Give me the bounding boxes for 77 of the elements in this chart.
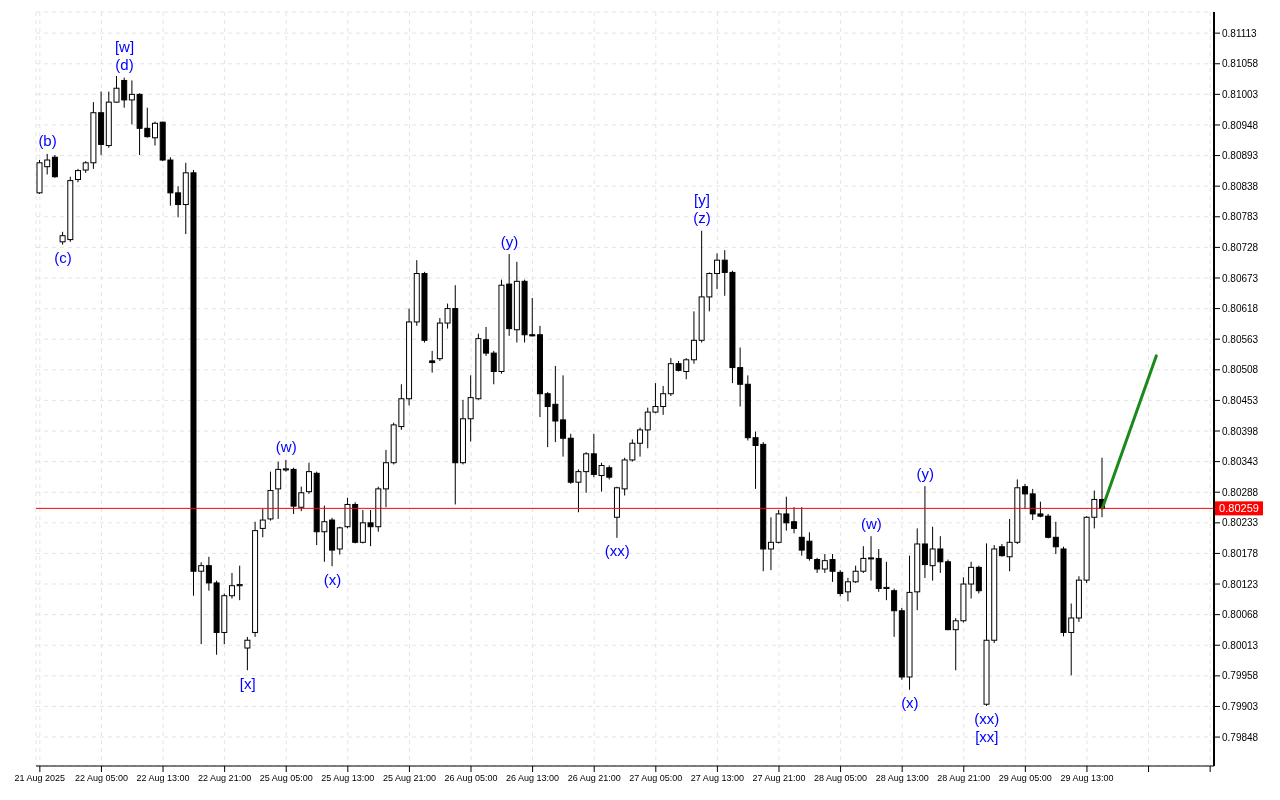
candlestick bbox=[336, 526, 343, 556]
candlestick bbox=[51, 154, 58, 179]
annotation: (w) bbox=[860, 514, 882, 532]
y-tick-label: 0.80563 bbox=[1222, 333, 1259, 345]
annotation: (xx) bbox=[604, 542, 630, 560]
y-tick-label: 0.80233 bbox=[1222, 517, 1259, 529]
annotation: (z) bbox=[693, 209, 711, 227]
x-tick-label: 27 Aug 13:00 bbox=[690, 773, 744, 784]
annotation: (x) bbox=[901, 694, 919, 712]
annotation: (xx) bbox=[974, 710, 1000, 728]
candlestick bbox=[429, 350, 436, 374]
candlestick bbox=[975, 565, 982, 594]
y-tick-label: 0.80068 bbox=[1222, 609, 1259, 621]
y-tick-label: 0.80728 bbox=[1222, 241, 1259, 253]
candlestick bbox=[837, 569, 844, 597]
x-tick-label: 25 Aug 13:00 bbox=[321, 773, 375, 784]
x-tick-label: 28 Aug 21:00 bbox=[937, 773, 991, 784]
annotation: (b) bbox=[38, 132, 57, 150]
y-tick-label: 0.80838 bbox=[1222, 180, 1259, 192]
annotation: (x) bbox=[323, 570, 342, 588]
x-tick-label: 29 Aug 05:00 bbox=[998, 773, 1052, 784]
candlestick bbox=[1022, 483, 1029, 510]
x-tick-label: 27 Aug 05:00 bbox=[629, 773, 683, 784]
annotation: (d) bbox=[115, 56, 134, 74]
annotation: [xx] bbox=[975, 728, 999, 746]
y-tick-label: 0.80343 bbox=[1222, 456, 1259, 468]
annotation: (y) bbox=[500, 232, 519, 250]
candlestick bbox=[151, 121, 158, 147]
y-tick-label: 0.80618 bbox=[1222, 303, 1259, 315]
candlestick bbox=[1052, 521, 1059, 555]
x-tick-label: 25 Aug 05:00 bbox=[259, 773, 313, 784]
y-tick-label: 0.79958 bbox=[1222, 670, 1259, 682]
annotation: [w] bbox=[114, 38, 135, 56]
x-tick-label: 26 Aug 21:00 bbox=[567, 773, 621, 784]
annotation: (w) bbox=[275, 438, 297, 456]
y-tick-label: 0.80508 bbox=[1222, 364, 1259, 376]
x-tick-label: 22 Aug 13:00 bbox=[136, 773, 190, 784]
x-tick-label: 28 Aug 05:00 bbox=[814, 773, 868, 784]
candlestick bbox=[868, 535, 875, 582]
x-tick-label: 26 Aug 13:00 bbox=[506, 773, 560, 784]
y-tick-label: 0.80398 bbox=[1222, 425, 1259, 437]
ref-line-label: 0.80259 bbox=[1219, 502, 1259, 515]
x-tick-label: 22 Aug 05:00 bbox=[74, 773, 128, 784]
candlestick bbox=[236, 565, 243, 601]
x-tick-label: 21 Aug 2025 bbox=[14, 773, 66, 784]
x-tick-label: 26 Aug 05:00 bbox=[444, 773, 498, 784]
y-tick-label: 0.80783 bbox=[1222, 211, 1259, 223]
candlestick bbox=[305, 462, 312, 495]
x-tick-label: 28 Aug 13:00 bbox=[875, 773, 929, 784]
annotation: (c) bbox=[54, 249, 72, 267]
annotation: (y) bbox=[916, 464, 935, 482]
y-tick-label: 0.80948 bbox=[1222, 119, 1259, 131]
y-tick-label: 0.81113 bbox=[1222, 27, 1258, 39]
y-tick-label: 0.79903 bbox=[1222, 701, 1259, 713]
candlestick bbox=[275, 461, 282, 520]
y-tick-label: 0.81003 bbox=[1222, 88, 1259, 100]
y-tick-label: 0.79848 bbox=[1222, 731, 1259, 743]
y-tick-label: 0.80123 bbox=[1222, 578, 1259, 590]
y-tick-label: 0.81058 bbox=[1222, 58, 1259, 70]
y-tick-label: 0.80673 bbox=[1222, 272, 1259, 284]
x-tick-label: 29 Aug 13:00 bbox=[1060, 773, 1114, 784]
candlestick bbox=[891, 587, 898, 638]
x-tick-label: 22 Aug 21:00 bbox=[198, 773, 252, 784]
x-tick-label: 25 Aug 21:00 bbox=[382, 773, 436, 784]
candlestick bbox=[714, 253, 721, 290]
x-tick-label: 27 Aug 21:00 bbox=[752, 773, 806, 784]
y-tick-label: 0.80288 bbox=[1222, 486, 1259, 498]
candlestick bbox=[791, 506, 798, 534]
y-tick-label: 0.80178 bbox=[1222, 547, 1259, 559]
y-tick-label: 0.80013 bbox=[1222, 639, 1259, 651]
annotation: [y] bbox=[694, 191, 710, 209]
y-tick-label: 0.80453 bbox=[1222, 394, 1259, 406]
annotation: [x] bbox=[239, 674, 256, 692]
candlestick bbox=[637, 427, 644, 458]
candlestick bbox=[244, 636, 251, 671]
y-tick-label: 0.80893 bbox=[1222, 150, 1259, 162]
candlestick bbox=[228, 572, 235, 600]
